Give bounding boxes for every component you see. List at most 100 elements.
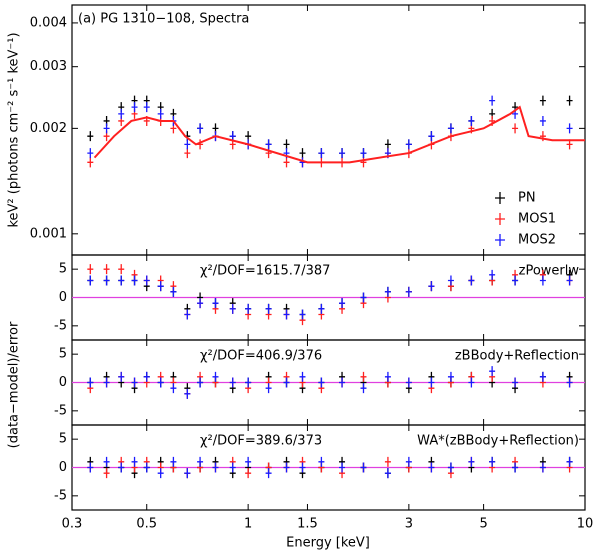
data-point — [265, 468, 272, 479]
fit-statistic: χ²/DOF=1615.7/387 — [200, 264, 330, 279]
data-point — [428, 281, 435, 292]
panel-title: (a) PG 1310−108, Spectra — [78, 12, 249, 27]
y-tick-label: 0 — [59, 460, 67, 475]
x-axis-label: Energy [keV] — [286, 536, 370, 551]
data-point — [184, 148, 191, 159]
data-point — [360, 462, 367, 473]
data-point — [384, 468, 391, 479]
data-point — [428, 377, 435, 388]
y-tick-label: 0.002 — [30, 121, 67, 136]
data-point — [339, 148, 346, 159]
data-point — [339, 377, 346, 388]
data-point — [468, 456, 475, 467]
data-point — [384, 139, 391, 150]
data-point — [405, 286, 412, 297]
data-point — [405, 139, 412, 150]
data-point — [87, 157, 94, 168]
data-point — [428, 131, 435, 142]
data-point — [157, 468, 164, 479]
data-point — [384, 286, 391, 297]
y-tick-label: 5 — [59, 262, 67, 277]
y-axis-label: (data−model)/error — [7, 321, 22, 448]
data-point — [229, 462, 236, 473]
data-point — [143, 462, 150, 473]
data-point — [103, 275, 110, 286]
x-tick-label: 10 — [577, 517, 594, 532]
model-name: zBBody+Reflection — [455, 349, 579, 364]
data-point — [118, 264, 125, 275]
data-point — [428, 462, 435, 473]
data-point — [131, 456, 138, 467]
data-point — [384, 456, 391, 467]
data-point — [283, 462, 290, 473]
data-point — [539, 371, 546, 382]
data-point — [229, 377, 236, 388]
y-tick-label: 0.004 — [30, 15, 67, 30]
data-point — [197, 456, 204, 467]
data-point — [170, 456, 177, 467]
data-point — [184, 388, 191, 399]
data-point — [512, 275, 519, 286]
data-point — [489, 456, 496, 467]
model-name: WA*(zBBody+Reflection) — [417, 434, 579, 449]
legend-label: MOS2 — [518, 233, 556, 248]
data-point — [468, 275, 475, 286]
data-point — [197, 298, 204, 309]
fit-statistic: χ²/DOF=406.9/376 — [200, 349, 322, 364]
data-point — [170, 286, 177, 297]
data-point — [212, 371, 219, 382]
data-point — [299, 371, 306, 382]
data-point — [405, 377, 412, 388]
data-point — [318, 148, 325, 159]
data-point — [468, 377, 475, 388]
data-point — [384, 371, 391, 382]
model-name: zPowerlw — [519, 264, 580, 279]
data-point — [87, 462, 94, 473]
y-tick-label: -5 — [54, 318, 67, 333]
data-point — [184, 468, 191, 479]
data-point — [489, 366, 496, 377]
data-point — [339, 462, 346, 473]
legend-marker — [495, 213, 505, 225]
y-tick-label: -5 — [54, 488, 67, 503]
data-point — [299, 309, 306, 320]
data-point — [283, 309, 290, 320]
data-point — [566, 123, 573, 134]
data-point — [468, 115, 475, 126]
data-point — [103, 123, 110, 134]
y-tick-label: 5 — [59, 432, 67, 447]
data-point — [566, 95, 573, 106]
data-point — [489, 269, 496, 280]
data-point — [143, 371, 150, 382]
data-point — [283, 139, 290, 150]
data-point — [143, 102, 150, 113]
data-point — [360, 371, 367, 382]
y-tick-label: 0 — [59, 375, 67, 390]
data-point — [360, 148, 367, 159]
data-point — [447, 462, 454, 473]
y-tick-label: 0.003 — [30, 59, 67, 74]
data-point — [157, 377, 164, 388]
data-point — [245, 303, 252, 314]
data-point — [245, 456, 252, 467]
y-tick-label: -5 — [54, 403, 67, 418]
data-point — [539, 95, 546, 106]
legend-marker — [495, 192, 505, 204]
data-point — [265, 383, 272, 394]
data-point — [360, 292, 367, 303]
data-point — [512, 377, 519, 388]
x-tick-label: 0.3 — [62, 517, 83, 532]
data-point — [103, 377, 110, 388]
data-point — [447, 371, 454, 382]
data-point — [566, 377, 573, 388]
data-point — [103, 468, 110, 479]
data-point — [360, 383, 367, 394]
data-point — [489, 95, 496, 106]
x-tick-label: 1 — [244, 517, 252, 532]
data-point — [184, 139, 191, 150]
data-point — [170, 383, 177, 394]
y-axis-label: keV² (photons cm⁻² s⁻¹ keV⁻¹) — [7, 32, 22, 227]
data-point — [184, 309, 191, 320]
data-point — [118, 275, 125, 286]
x-tick-label: 5 — [479, 517, 487, 532]
